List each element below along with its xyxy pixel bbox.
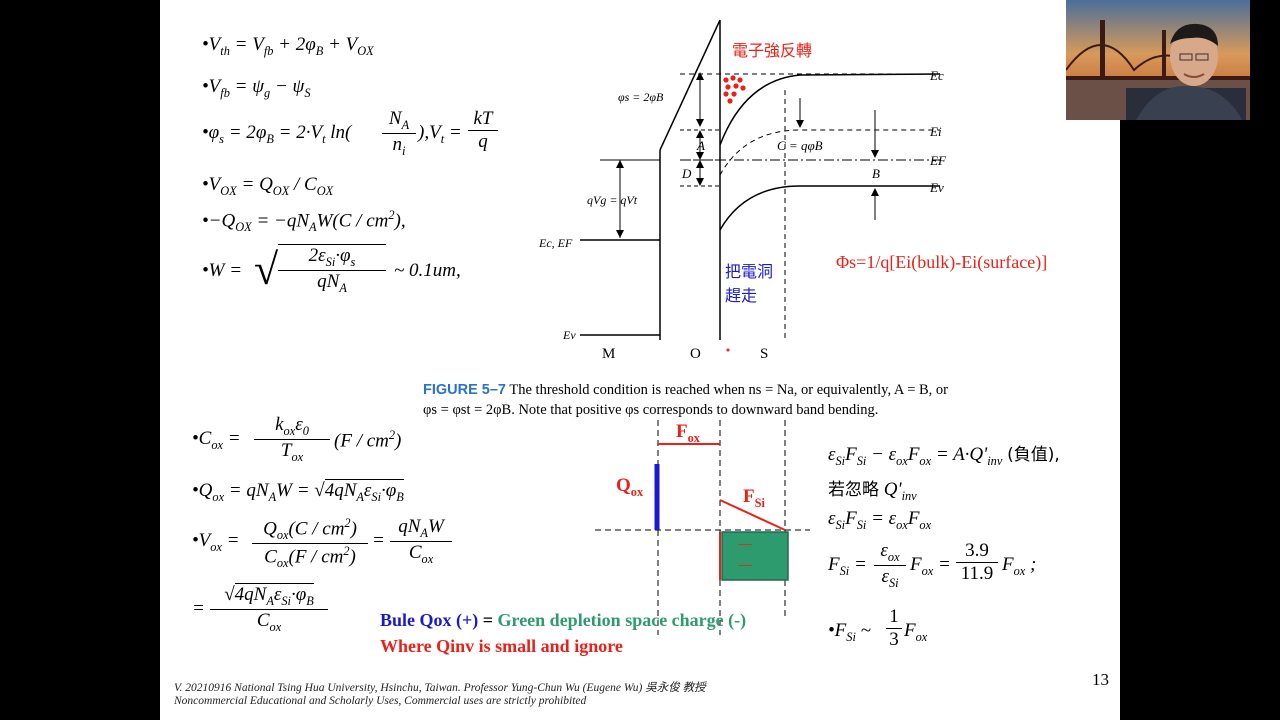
figure-caption-line1: FIGURE 5–7 The threshold condition is re…: [423, 382, 948, 399]
label-ec: Ec: [930, 68, 944, 83]
label-s: S: [760, 346, 769, 362]
fsi-line: [719, 499, 786, 531]
eq-gauss: εSiFSi − εoxFox = A·Q'inv (負值),: [828, 444, 1060, 468]
label-ev: Ev: [930, 180, 944, 195]
label-expel-holes-2: 趕走: [725, 286, 758, 305]
eq-qox-bottom: •Qox = qNAW = √4qNAεSi·φB: [192, 479, 404, 504]
label-fox: Fox: [676, 421, 700, 445]
label-qox: Qox: [616, 475, 644, 499]
depletion-box: [721, 531, 789, 581]
eq-qox: •−QOX = −qNAW(C / cm2),: [202, 208, 406, 235]
eq-vox: •VOX = QOX / COX: [202, 174, 334, 198]
figure-label: FIGURE 5–7: [423, 382, 506, 398]
label-a: A: [697, 138, 705, 153]
electron-dots: [723, 75, 746, 104]
label-c: C = qφB: [777, 138, 823, 153]
eq-vfb: •Vfb = ψg − ψS: [202, 76, 311, 100]
footer-line1: V. 20210916 National Tsing Hua Universit…: [174, 682, 706, 694]
label-expel-holes-1: 把電洞: [725, 262, 774, 281]
label-ei: Ei: [930, 124, 942, 139]
ei-curve: [719, 129, 940, 176]
band-diagram: [580, 19, 941, 352]
depletion-dash-1: -----: [738, 538, 752, 550]
oxide-slope-top: [659, 19, 721, 151]
slide: •Vth = Vfb + 2φB + VOX •Vfb = ψg − ψS •φ…: [160, 0, 1120, 720]
label-qvg: qVg = qVt: [587, 193, 638, 207]
label-phis-2phib: φs = 2φB: [618, 90, 664, 104]
summary-line1: Bule Qox (+) = Green depletion space cha…: [380, 610, 746, 631]
label-m: M: [602, 346, 616, 362]
ec-curve: [719, 73, 941, 146]
label-ef: EF: [930, 153, 946, 168]
caption-text-2: φs = φst = 2φB. Note that positive φs co…: [423, 402, 879, 418]
label-phi-s-definition: Φs=1/q[Ei(bulk)-Ei(surface)]: [836, 252, 1048, 272]
label-ec-ef-metal: Ec, EF: [539, 236, 573, 250]
eq-vth: •Vth = Vfb + 2φB + VOX: [202, 34, 374, 58]
summary-line2: Where Qinv is small and ignore: [380, 636, 623, 656]
label-ev-metal: Ev: [563, 328, 576, 342]
summary-eq: =: [482, 610, 498, 630]
summary-blue: Bule Qox (+): [380, 610, 483, 630]
label-b: B: [872, 166, 880, 181]
label-o: O: [690, 346, 701, 362]
label-fsi: FSi: [743, 486, 765, 510]
eq-ignore: 若忽略 Q'inv: [828, 479, 917, 503]
footer-line2: Noncommercial Educational and Scholarly …: [174, 695, 587, 707]
charge-diagram: [595, 420, 810, 635]
depletion-dash-2: -----: [738, 559, 752, 571]
caption-text-1: The threshold condition is reached when …: [509, 382, 949, 398]
webcam-video: [1066, 0, 1250, 120]
webcam-image: [1066, 0, 1250, 120]
label-strong-inversion: 電子強反轉: [732, 41, 813, 60]
page-number: 13: [1092, 670, 1109, 689]
eq-continuity: εSiFSi = εoxFox: [828, 508, 932, 532]
label-d: D: [682, 166, 692, 181]
ev-curve: [719, 185, 940, 231]
summary-green: Green depletion space charge (-): [497, 610, 747, 630]
